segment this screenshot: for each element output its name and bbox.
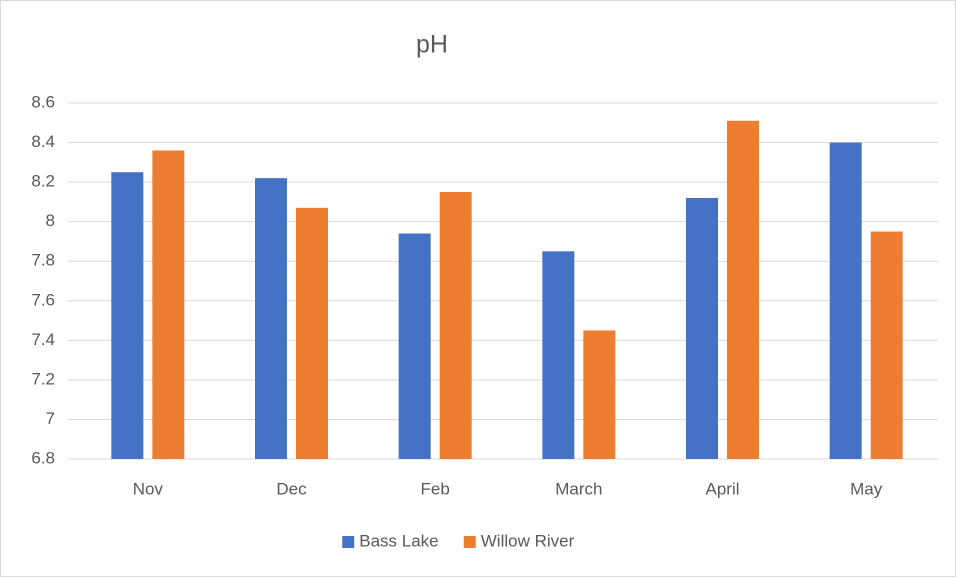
legend-label: Willow River (481, 531, 575, 550)
legend-label: Bass Lake (359, 531, 438, 550)
y-tick-label: 7.8 (31, 251, 55, 270)
bar (111, 172, 144, 459)
bar (296, 207, 328, 459)
x-tick-label: March (555, 479, 602, 498)
x-tick-label: April (705, 479, 739, 498)
bar (542, 251, 575, 459)
chart-title: pH (416, 31, 448, 59)
bar (398, 233, 431, 459)
bar (255, 178, 287, 459)
x-tick-label: Nov (133, 479, 164, 498)
x-tick-label: Dec (276, 479, 307, 498)
x-tick-label: Feb (421, 479, 450, 498)
bar (583, 330, 616, 459)
y-tick-label: 6.8 (31, 448, 55, 467)
bar (439, 192, 472, 459)
x-tick-label: May (850, 479, 883, 498)
bar (686, 197, 718, 459)
bar (152, 150, 185, 459)
y-tick-label: 7.2 (31, 369, 55, 388)
y-tick-label: 8.6 (31, 92, 55, 111)
y-tick-label: 8.2 (31, 172, 55, 191)
y-tick-label: 7.6 (31, 290, 55, 309)
y-tick-label: 7.4 (31, 330, 55, 349)
y-tick-label: 8 (46, 211, 55, 230)
bar (727, 120, 759, 460)
bar (829, 142, 862, 460)
y-tick-label: 7 (46, 409, 55, 428)
legend-swatch (463, 536, 476, 548)
legend-swatch (342, 536, 355, 548)
bar (870, 231, 903, 459)
y-tick-label: 8.4 (31, 132, 55, 151)
